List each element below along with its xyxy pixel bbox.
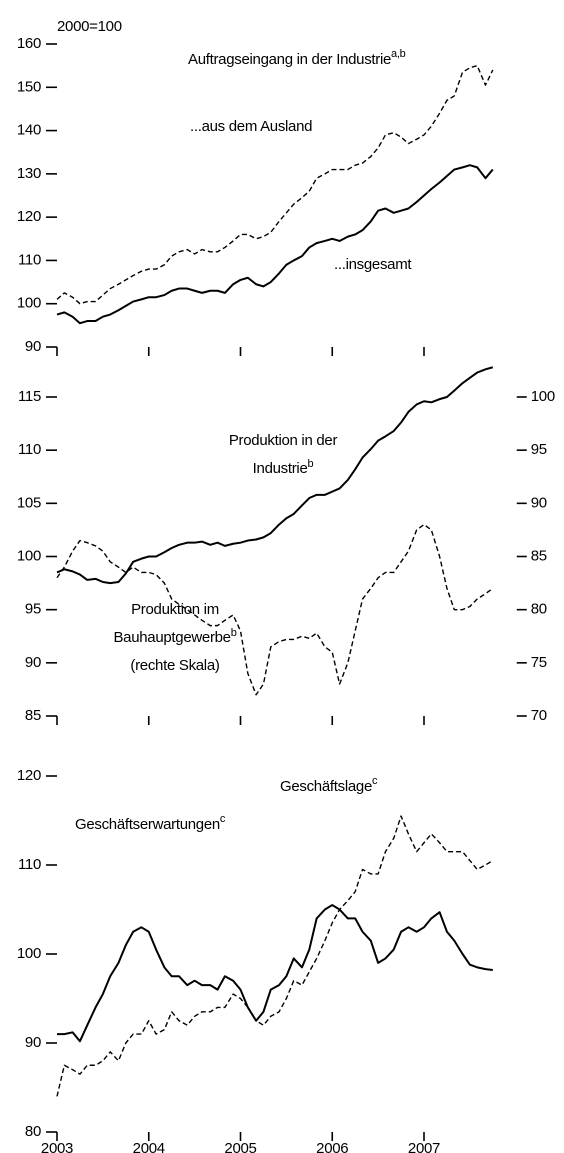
- y-tick-label: 110: [18, 856, 41, 873]
- y2-tick-label: 85: [531, 547, 547, 564]
- series-name: Geschäftserwartungen: [75, 816, 220, 833]
- series-label-box: Produktion in der Industrieb: [203, 427, 363, 483]
- y-tick-label: 90: [25, 1034, 41, 1051]
- series-label: ...insgesamt: [334, 256, 412, 273]
- axis-note: (rechte Skala): [130, 657, 220, 674]
- y-tick-label: 90: [25, 338, 41, 355]
- data-line: [56, 815, 494, 1097]
- y2-tick-label: 100: [531, 388, 555, 405]
- y-tick-label: 100: [17, 945, 41, 962]
- series-label: Produktion in der Industrieb: [203, 427, 363, 483]
- y-tick-label: 150: [17, 78, 41, 95]
- annotation: 2000=100: [57, 18, 122, 35]
- series-name: Geschäftslage: [280, 778, 372, 795]
- y-tick-label: 115: [18, 388, 41, 405]
- y-tick-label: 110: [18, 251, 41, 268]
- y-tick-label: 105: [17, 494, 41, 511]
- series-label: ...aus dem Ausland: [190, 118, 312, 135]
- x-tick-label: 2007: [408, 1140, 440, 1153]
- x-tick-label: 2003: [41, 1140, 73, 1153]
- y-tick-label: 140: [17, 122, 41, 139]
- y2-tick-label: 95: [531, 441, 547, 458]
- series-label: Geschäftslagec: [280, 775, 378, 795]
- series-note: c: [220, 813, 226, 825]
- series-note: c: [372, 775, 378, 787]
- data-line: [57, 904, 493, 1043]
- y-tick-label: 100: [17, 547, 41, 564]
- y-tick-label: 110: [18, 441, 41, 458]
- series-label-box: Produktion im Bauhauptgewerbeb (rechte Sk…: [95, 596, 255, 680]
- series-label: Geschäftserwartungenc: [75, 813, 226, 833]
- series-label: Produktion im Bauhauptgewerbeb (rechte Sk…: [95, 596, 255, 680]
- x-tick-label: 2004: [133, 1140, 165, 1153]
- title-text: Auftragseingang in der Industrie: [188, 51, 391, 68]
- series-name: Produktion im Bauhauptgewerbe: [113, 601, 231, 646]
- x-tick-label: 2006: [316, 1140, 348, 1153]
- title-note: a,b: [391, 48, 406, 60]
- series-note: b: [307, 458, 314, 470]
- y2-tick-label: 80: [531, 601, 547, 618]
- series-name: Produktion in der Industrie: [228, 432, 338, 477]
- y2-tick-label: 90: [531, 494, 547, 511]
- y-tick-label: 95: [25, 601, 41, 618]
- y-tick-label: 85: [25, 707, 41, 724]
- chart-title: Auftragseingang in der Industriea,b: [188, 48, 406, 68]
- y-tick-label: 80: [25, 1123, 41, 1140]
- series-note: b: [230, 627, 237, 639]
- y2-tick-label: 75: [531, 654, 547, 671]
- data-line: [56, 64, 494, 305]
- y-tick-label: 120: [17, 208, 41, 225]
- data-line: [56, 366, 494, 585]
- y-tick-label: 100: [17, 295, 41, 312]
- y-tick-label: 90: [25, 654, 41, 671]
- data-line: [56, 523, 494, 696]
- data-line: [56, 164, 494, 325]
- y-tick-label: 120: [17, 767, 41, 784]
- y-tick-label: 130: [17, 165, 41, 182]
- x-tick-label: 2005: [224, 1140, 256, 1153]
- y-tick-label: 160: [17, 35, 41, 52]
- y2-tick-label: 70: [531, 707, 547, 724]
